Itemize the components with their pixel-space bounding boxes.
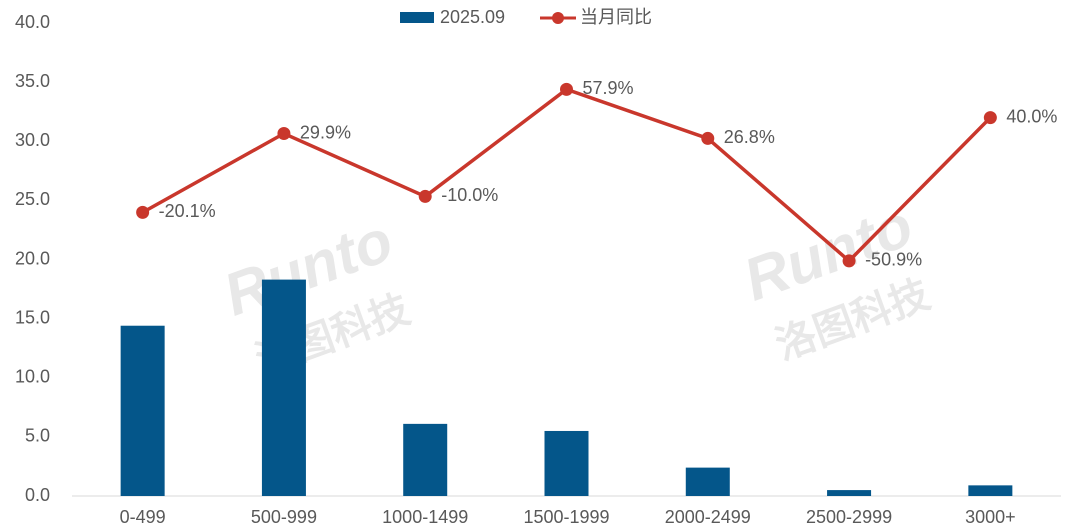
legend-label: 2025.09 <box>440 7 505 27</box>
y-tick-label: 30.0 <box>15 130 50 150</box>
bar <box>120 325 165 496</box>
data-label: 26.8% <box>724 127 775 147</box>
bar <box>968 485 1013 496</box>
x-tick-label: 1500-1999 <box>523 507 609 527</box>
data-label: 40.0% <box>1006 106 1057 126</box>
bar <box>827 490 872 496</box>
legend-swatch <box>400 12 434 23</box>
bar <box>685 467 730 496</box>
y-tick-label: 10.0 <box>15 367 50 387</box>
y-tick-label: 15.0 <box>15 307 50 327</box>
x-tick-label: 2500-2999 <box>806 507 892 527</box>
watermark: Runto 洛图科技 <box>735 191 935 368</box>
bar <box>403 423 448 496</box>
x-tick-label: 2000-2499 <box>665 507 751 527</box>
line-point <box>418 189 432 203</box>
legend-label: 当月同比 <box>580 7 652 27</box>
x-tick-label: 3000+ <box>965 507 1016 527</box>
line-point <box>277 127 291 141</box>
y-tick-label: 35.0 <box>15 71 50 91</box>
line-point <box>560 82 573 96</box>
line-point <box>842 254 856 268</box>
y-tick-label: 5.0 <box>25 426 50 446</box>
data-label: 57.9% <box>583 78 634 98</box>
data-label: -50.9% <box>865 250 922 270</box>
y-tick-label: 40.0 <box>15 12 50 32</box>
data-label: -10.0% <box>441 185 498 205</box>
y-tick-label: 0.0 <box>25 485 50 505</box>
line-point <box>983 111 997 125</box>
bar <box>261 279 306 496</box>
x-tick-label: 500-999 <box>251 507 317 527</box>
bar <box>544 430 589 496</box>
legend-swatch <box>552 12 564 24</box>
x-tick-label: 0-499 <box>120 507 166 527</box>
watermark: Runto 洛图科技 <box>215 206 415 383</box>
y-tick-label: 25.0 <box>15 189 50 209</box>
x-tick-label: 1000-1499 <box>382 507 468 527</box>
line-point <box>701 131 715 145</box>
data-label: -20.1% <box>159 201 216 221</box>
data-label: 29.9% <box>300 122 351 142</box>
y-tick-label: 20.0 <box>15 248 50 268</box>
line-point <box>136 205 150 219</box>
